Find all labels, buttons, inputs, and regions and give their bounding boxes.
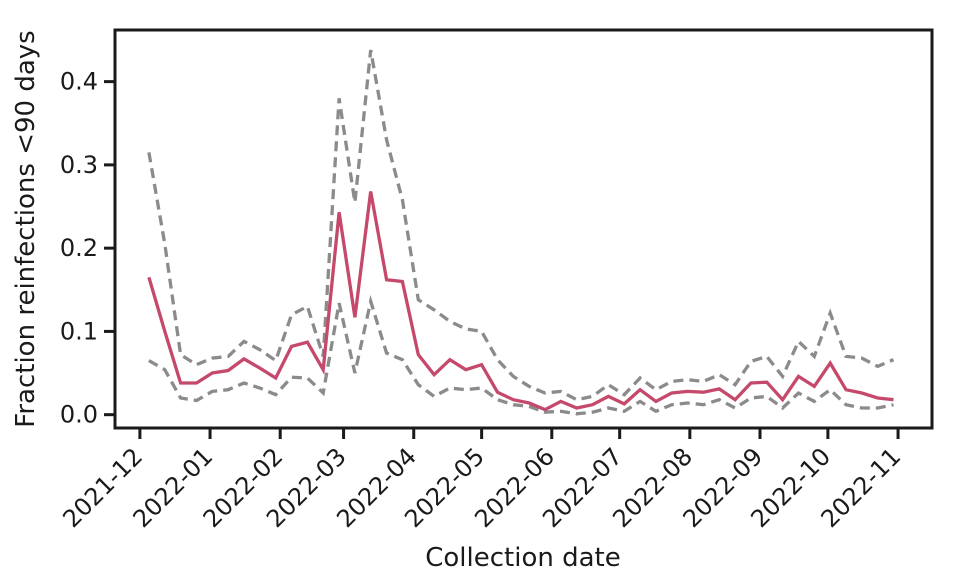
y-axis-ticks: 0.0 0.1 0.2 0.3 0.4 [60,68,115,429]
y-tick-label: 0.1 [60,317,98,345]
x-axis-title: Collection date [425,543,621,573]
data-series-lines [147,49,895,416]
y-tick-label: 0.0 [60,401,98,429]
ci-bound-line [148,294,894,416]
y-tick-label: 0.2 [60,234,98,262]
central-estimate-line [147,191,894,412]
x-axis-ticks: 2021-122022-012022-022022-032022-042022-… [57,428,906,533]
y-tick-label: 0.4 [60,68,98,96]
y-axis-title: Fraction reinfections <90 days [11,30,41,427]
ci-bound-line [147,49,895,402]
plot-area-border [113,28,934,430]
y-tick-label: 0.3 [60,151,98,179]
